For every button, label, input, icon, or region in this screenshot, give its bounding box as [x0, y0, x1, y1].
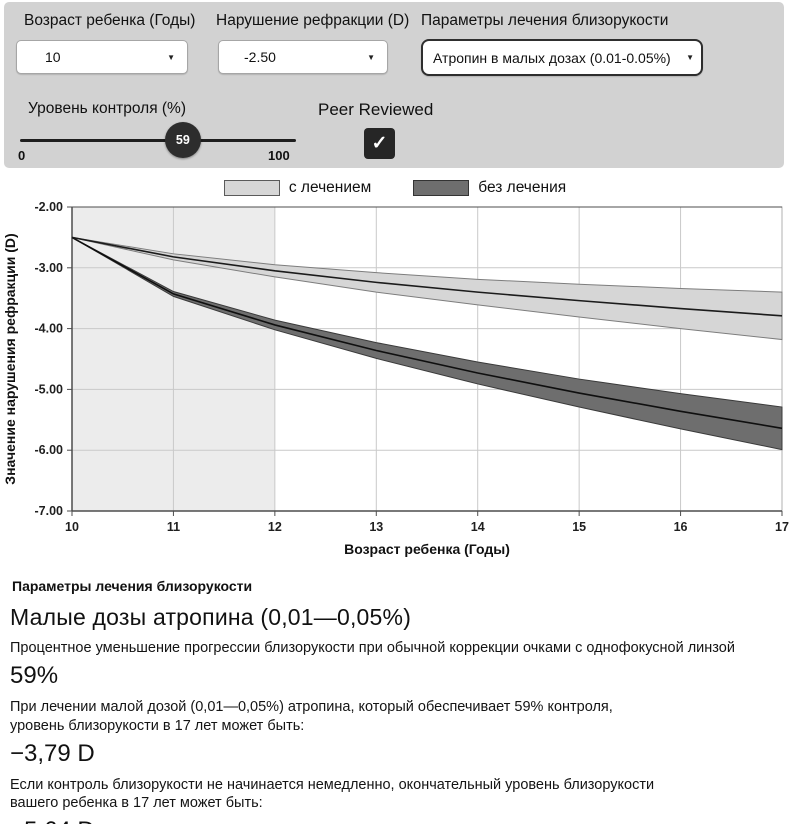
- control-level-slider[interactable]: 59: [20, 122, 296, 170]
- band-без лечения: [71, 236, 783, 451]
- control-slider-track[interactable]: [20, 139, 296, 142]
- x-tick-label: 11: [167, 520, 180, 534]
- y-tick-label: -5.00: [35, 382, 64, 396]
- y-tick-label: -3.00: [35, 261, 64, 275]
- chart-legend: с лечением без лечения: [0, 176, 790, 200]
- control-panel: Возраст ребенка (Годы) 10 ▼ Нарушение ре…: [4, 2, 784, 168]
- x-tick-label: 15: [572, 520, 586, 534]
- x-axis-title: Возраст ребенка (Годы): [344, 541, 510, 557]
- treatment-select[interactable]: Атропин в малых дозах (0.01-0.05%) ▼: [421, 39, 703, 76]
- x-tick-label: 10: [65, 520, 79, 534]
- x-tick-label: 14: [471, 520, 485, 534]
- refraction-select-value: -2.50: [244, 49, 276, 65]
- treatment-select-label: Параметры лечения близорукости: [421, 12, 669, 29]
- treated-refraction-value: −3,79 D: [10, 739, 95, 767]
- refraction-select-label: Нарушение рефракции (D): [216, 12, 410, 29]
- age-select-label: Возраст ребенка (Годы): [24, 12, 196, 29]
- chevron-down-icon: ▼: [367, 52, 375, 62]
- treated-swatch: [223, 180, 280, 196]
- y-tick-label: -6.00: [35, 443, 64, 457]
- legend-item-treated: с лечением: [223, 179, 372, 197]
- untreated-swatch: [413, 180, 470, 196]
- x-tick-label: 16: [674, 520, 688, 534]
- x-tick-label: 17: [775, 520, 789, 534]
- treatment-name: Малые дозы атропина (0,01—0,05%): [10, 604, 412, 630]
- y-tick-label: -7.00: [35, 504, 64, 518]
- check-icon: ✓: [371, 133, 388, 154]
- treated-description: При лечении малой дозой (0,01—0,05%) атр…: [10, 698, 613, 734]
- slider-min-label: 0: [18, 148, 26, 163]
- chevron-down-icon: ▼: [167, 52, 175, 62]
- y-axis-title: Значение нарушения рефракции (D): [2, 233, 18, 484]
- control-slider-handle[interactable]: 59: [164, 122, 201, 158]
- age-select[interactable]: 10 ▼: [16, 40, 188, 74]
- y-tick-label: -2.00: [35, 202, 64, 214]
- results-heading: Параметры лечения близорукости: [12, 578, 253, 594]
- slider-max-label: 100: [268, 148, 290, 163]
- legend-untreated-label: без лечения: [478, 179, 567, 196]
- control-slider-value: 59: [175, 133, 190, 147]
- age-select-value: 10: [45, 49, 61, 65]
- x-tick-label: 13: [369, 520, 383, 534]
- peer-reviewed-label: Peer Reviewed: [318, 100, 434, 119]
- results-section: Параметры лечения близорукости Малые доз…: [10, 566, 782, 824]
- centerline-с лечением: [71, 236, 783, 317]
- centerline-без лечения: [71, 236, 783, 430]
- untreated-description: Если контроль близорукости не начинается…: [10, 776, 655, 812]
- untreated-refraction-value: −5,64 D: [10, 817, 782, 824]
- control-description: Процентное уменьшение прогрессии близору…: [10, 640, 735, 656]
- legend-treated-label: с лечением: [288, 179, 372, 196]
- x-tick-label: 12: [268, 520, 282, 534]
- chevron-down-icon: ▼: [686, 53, 694, 62]
- peer-reviewed-checkbox[interactable]: ✓: [364, 128, 395, 159]
- treatment-select-value: Атропин в малых дозах (0.01-0.05%): [433, 49, 671, 66]
- control-level-slider-label: Уровень контроля (%): [28, 100, 186, 117]
- legend-item-untreated: без лечения: [413, 179, 566, 197]
- y-tick-label: -4.00: [35, 322, 64, 336]
- control-percentage-value: 59%: [10, 661, 59, 689]
- refraction-select[interactable]: -2.50 ▼: [218, 40, 388, 74]
